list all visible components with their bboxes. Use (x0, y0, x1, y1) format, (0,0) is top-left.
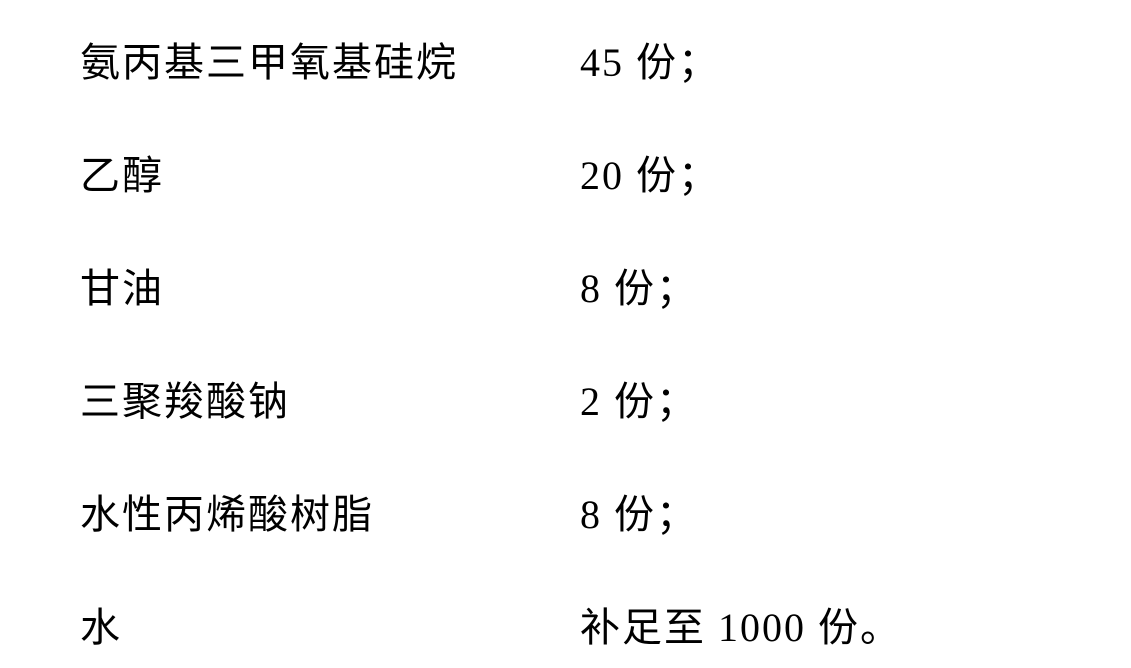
ingredient-row: 水 补足至 1000 份。 (80, 595, 1051, 653)
ingredient-amount: 8 份； (580, 482, 698, 540)
ingredient-row: 三聚羧酸钠 2 份； (80, 369, 1051, 427)
ingredient-row: 水性丙烯酸树脂 8 份； (80, 482, 1051, 540)
ingredient-amount: 45 份； (580, 30, 720, 88)
ingredient-name: 乙醇 (80, 143, 580, 201)
ingredient-name: 三聚羧酸钠 (80, 369, 580, 427)
ingredient-amount: 8 份； (580, 256, 698, 314)
ingredient-row: 甘油 8 份； (80, 256, 1051, 314)
ingredient-name: 水 (80, 595, 580, 653)
ingredient-name: 水性丙烯酸树脂 (80, 482, 580, 540)
ingredient-amount: 2 份； (580, 369, 698, 427)
ingredient-amount: 补足至 1000 份。 (580, 595, 902, 653)
ingredient-name: 甘油 (80, 256, 580, 314)
ingredient-row: 乙醇 20 份； (80, 143, 1051, 201)
ingredient-list: 氨丙基三甲氧基硅烷 45 份； 乙醇 20 份； 甘油 8 份； 三聚羧酸钠 2… (80, 30, 1051, 653)
ingredient-row: 氨丙基三甲氧基硅烷 45 份； (80, 30, 1051, 88)
ingredient-amount: 20 份； (580, 143, 720, 201)
ingredient-name: 氨丙基三甲氧基硅烷 (80, 30, 580, 88)
